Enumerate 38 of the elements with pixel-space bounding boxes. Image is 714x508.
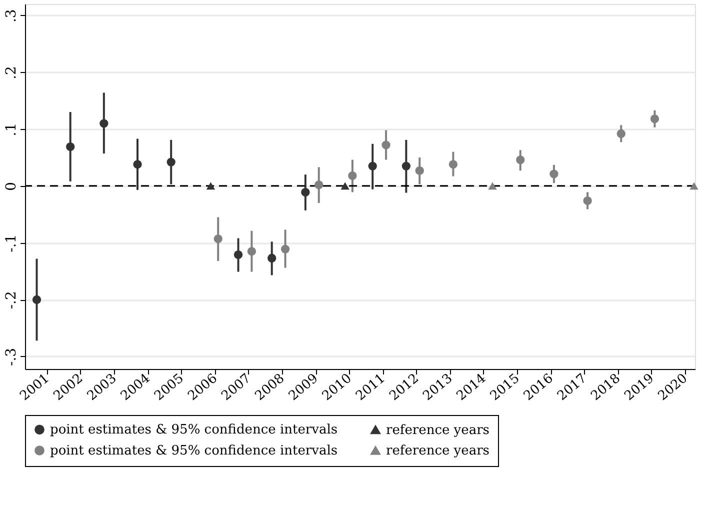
point	[402, 162, 411, 170]
point	[348, 171, 357, 180]
point	[616, 129, 626, 138]
legend-label: reference years	[386, 444, 490, 458]
point	[415, 166, 424, 175]
point	[650, 114, 660, 124]
point	[368, 162, 377, 170]
point	[247, 246, 256, 256]
y-tick-label: -.1	[4, 234, 20, 252]
point	[550, 170, 558, 178]
point	[301, 188, 310, 197]
point	[206, 182, 216, 190]
point	[488, 182, 497, 190]
legend-label: reference years	[386, 422, 490, 438]
point	[133, 160, 142, 169]
y-tick-label: .2	[4, 66, 20, 80]
point	[32, 295, 42, 304]
legend-label: point estimates & 95% confidence intervals	[50, 444, 338, 458]
point	[166, 158, 176, 166]
y-tick-label: -.3	[4, 348, 20, 366]
point	[448, 160, 458, 169]
point	[214, 234, 222, 244]
y-tick-label: .3	[4, 9, 20, 23]
point	[280, 244, 290, 254]
point	[66, 142, 75, 152]
point	[382, 140, 390, 150]
point	[100, 119, 108, 128]
point	[314, 180, 324, 190]
y-tick-label: 0	[4, 182, 20, 191]
point	[268, 254, 276, 262]
legend-label: point estimates & 95% confidence intervals	[50, 422, 338, 438]
point	[340, 182, 350, 190]
point	[516, 155, 525, 164]
point	[583, 196, 592, 206]
point	[234, 250, 243, 260]
point	[690, 182, 698, 190]
y-tick-label: -.2	[4, 291, 20, 310]
y-tick-label: .1	[4, 122, 20, 136]
